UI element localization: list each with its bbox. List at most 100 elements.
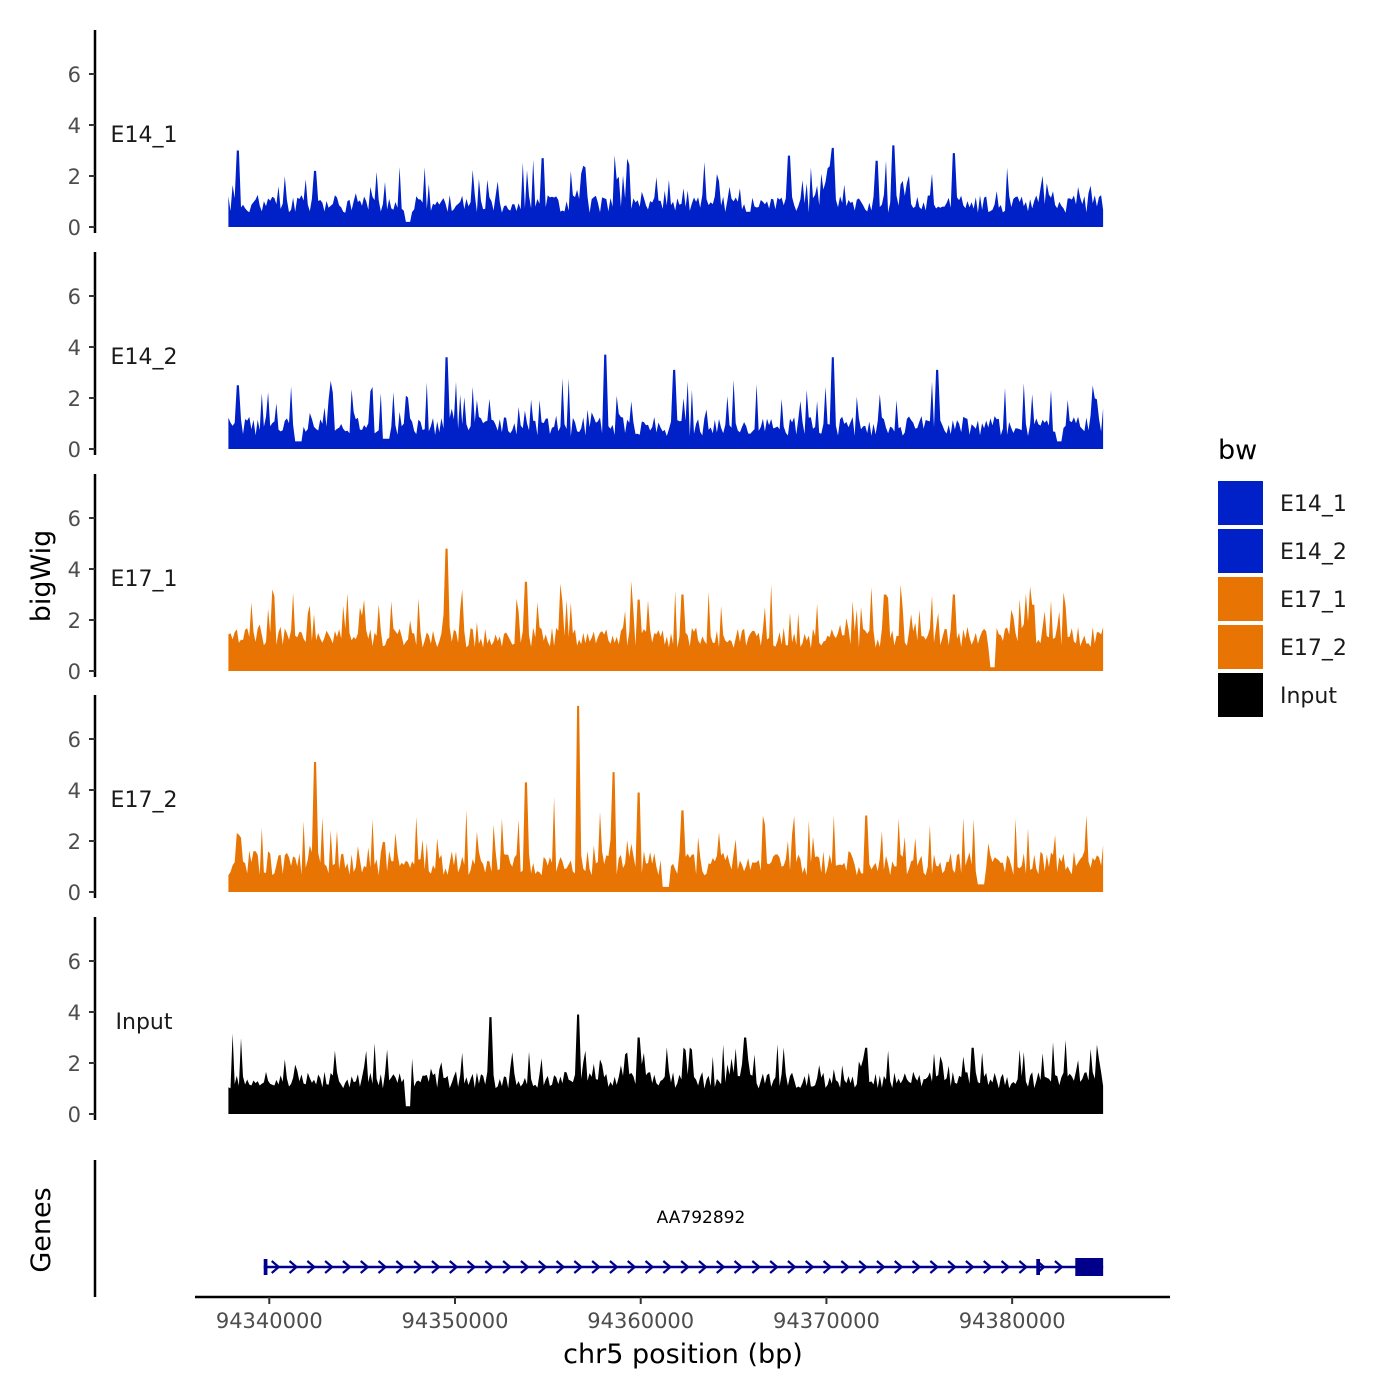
track-Input: 0 2 4 6 Input [68,917,1104,1127]
signal-area-Input [228,1014,1104,1114]
strand-arrow [965,1260,975,1274]
strand-arrow [448,1260,459,1274]
legend-label-E14_2: E14_2 [1280,540,1347,565]
y-tick-label: 4 [68,336,81,360]
gene-exon [1036,1259,1040,1275]
strand-arrow [270,1260,281,1274]
y-tick-label: 4 [68,558,81,582]
strand-arrow [395,1260,406,1274]
y-tick-label: 0 [68,216,81,240]
y-tick-label: 2 [68,387,81,411]
signal-area-E14_1 [228,145,1104,227]
signal-area-E17_2 [228,705,1104,892]
legend-label-E17_2: E17_2 [1280,636,1347,661]
legend: bw E14_1 E14_2 E17_1 E17_2 Input [1218,435,1347,717]
strand-arrow [804,1260,815,1274]
legend-title: bw [1218,435,1257,466]
y-tick-label: 0 [68,881,81,905]
strand-arrow [466,1260,477,1274]
strand-arrow [751,1260,762,1274]
legend-label-E14_1: E14_1 [1280,492,1347,517]
y-tick-label: 4 [68,779,81,803]
gene-exon [1075,1258,1104,1276]
track-label-E14_1: E14_1 [111,123,178,148]
y-tick-label: 6 [68,950,81,974]
x-tick-label: 94350000 [402,1309,509,1333]
strand-arrow [502,1260,512,1274]
strand-arrow [520,1260,530,1274]
legend-key-Input [1218,673,1263,717]
strand-arrow [413,1260,423,1274]
x-tick-label: 94370000 [773,1309,880,1333]
y-tick-label: 2 [68,830,81,854]
strand-arrow [288,1260,299,1274]
x-axis-title: chr5 position (bp) [563,1339,803,1370]
track-E17_1: 0 2 4 6 E17_1 [68,474,1104,684]
strand-arrow [342,1260,352,1274]
strand-arrow [680,1260,690,1274]
strand-arrow [822,1260,833,1274]
legend-key-E17_2 [1218,625,1263,669]
x-tick-label: 94380000 [959,1309,1066,1333]
legend-key-E14_1 [1218,481,1263,525]
gene-name-label: AA792892 [657,1208,746,1228]
y-tick-label: 4 [68,114,81,138]
strand-arrow [840,1260,851,1274]
strand-arrow [555,1260,566,1274]
legend-label-Input: Input [1280,684,1337,709]
strand-arrow [1018,1260,1029,1274]
y-tick-label: 2 [68,165,81,189]
strand-arrow [876,1260,886,1274]
strand-arrow [431,1260,441,1274]
strand-arrow [644,1260,655,1274]
strand-arrow [1054,1260,1064,1274]
tracks-layer: 0 2 4 6 E14_1 0 2 4 6 E14_2 0 2 4 6 E17_1 0 2 4 6 E17_2 0 2 4 6… [68,30,1104,1127]
x-tick-label: 94360000 [587,1309,694,1333]
legend-key-E14_2 [1218,529,1263,573]
y-axis-title: bigWig [26,530,57,623]
signal-area-E14_2 [228,354,1104,449]
track-E17_2: 0 2 4 6 E17_2 [68,695,1104,905]
track-E14_2: 0 2 4 6 E14_2 [68,252,1104,462]
track-label-E17_1: E17_1 [111,567,178,592]
track-E14_1: 0 2 4 6 E14_1 [68,30,1104,240]
track-label-Input: Input [116,1010,173,1035]
legend-key-E17_1 [1218,577,1263,621]
y-tick-label: 4 [68,1001,81,1025]
strand-arrow [858,1260,868,1274]
strand-arrow [769,1260,779,1274]
strand-arrow [982,1260,993,1274]
track-label-E14_2: E14_2 [111,345,178,370]
strand-arrow [573,1260,584,1274]
x-axis: 94340000 94350000 94360000 94370000 94380000 [195,1295,1170,1333]
strand-arrow [324,1260,334,1274]
signal-area-E17_1 [228,548,1104,671]
strand-arrow [787,1260,797,1274]
strand-arrow [715,1260,726,1274]
genes-track: AA792892 [93,1160,1104,1297]
legend-label-E17_1: E17_1 [1280,588,1347,613]
strand-arrow [306,1260,317,1274]
strand-arrow [377,1260,388,1274]
strand-arrow [662,1260,673,1274]
y-tick-label: 2 [68,609,81,633]
gene-exon [263,1259,268,1275]
strand-arrow [911,1260,922,1274]
strand-arrow [591,1260,601,1274]
strand-arrow [1000,1260,1011,1274]
y-tick-label: 6 [68,285,81,309]
strand-arrow [609,1260,619,1274]
x-tick-label: 94340000 [216,1309,323,1333]
strand-arrow [537,1260,548,1274]
strand-arrow [626,1260,637,1274]
y-tick-label: 6 [68,63,81,87]
strand-arrow [359,1260,370,1274]
strand-arrow [893,1260,904,1274]
y-tick-label: 2 [68,1052,81,1076]
y-tick-label: 6 [68,507,81,531]
y-tick-label: 0 [68,438,81,462]
strand-arrow [947,1260,957,1274]
y-tick-label: 0 [68,660,81,684]
genes-track-title: Genes [26,1187,57,1272]
